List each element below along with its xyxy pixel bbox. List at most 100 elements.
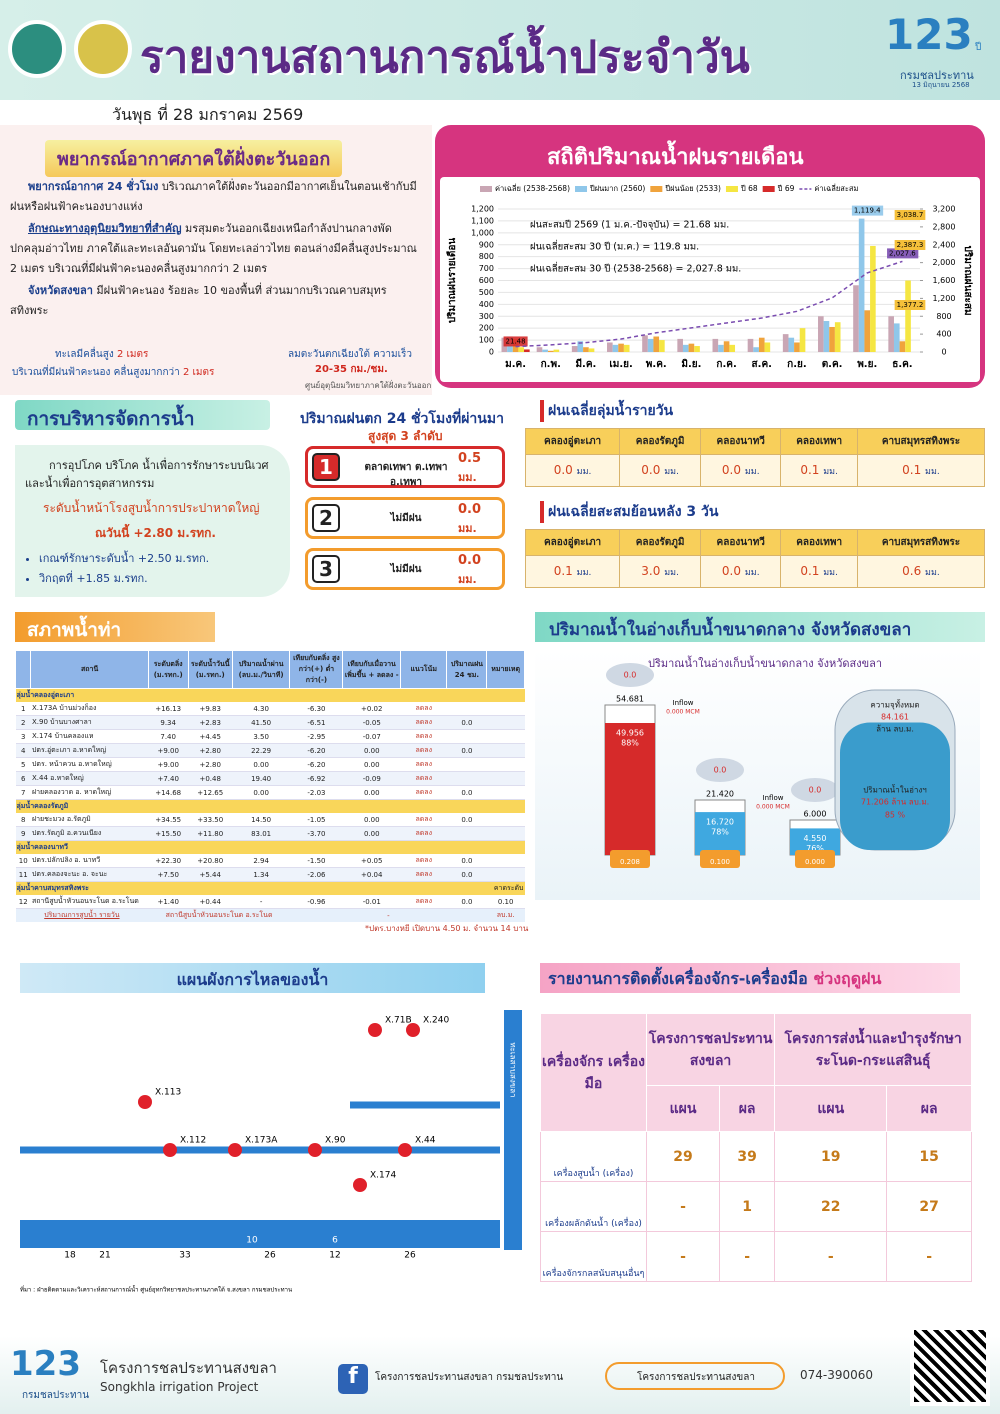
forecast-text: พยากรณ์อากาศ 24 ชั่วโมง บริเวณภาคใต้ฝั่ง…: [10, 177, 420, 323]
website[interactable]: โครงการชลประทานสงขลา: [605, 1362, 785, 1390]
y-tick-label: 100: [479, 336, 494, 345]
value-cell: 0.1 มม.: [856, 454, 986, 487]
section-row: ลุ่มน้ำคลองอู่ตะเภา: [15, 688, 525, 702]
bar: [677, 338, 683, 352]
value-label-bg: [887, 248, 919, 259]
unit: มม.: [744, 467, 760, 477]
bar: [583, 347, 589, 352]
value-cell: 0.1 มม.: [780, 555, 858, 588]
basin-table: คลองอู่ตะเภา คลองรัตภูมิ คลองนาทวี คลองเทพา…: [524, 428, 986, 487]
footer: 123 กรมชลประทาน โครงการชลประทานสงขลา Son…: [0, 1326, 1000, 1414]
distance: 26: [404, 1251, 416, 1261]
paragraph: พยากรณ์อากาศ 24 ชั่วโมง บริเวณภาคใต้ฝั่ง…: [10, 177, 420, 217]
value-cell: 3.0 มม.: [619, 555, 702, 588]
management-intro: การอุปโภค บริโภค น้ำเพื่อการรักษาระบบนิเ…: [25, 459, 269, 490]
legend-label: ปีฝนมาก (2560): [589, 184, 645, 193]
data-row: เครื่องผลักดันน้ำ (เครื่อง) -1 22 27: [540, 1181, 972, 1232]
y2-tick-label: 400: [936, 330, 951, 339]
facebook[interactable]: โครงการชลประทานสงขลา กรมชลประทาน: [375, 1372, 564, 1383]
y2-tick-label: 1,200: [933, 294, 956, 303]
rank-item: 2 ไม่มีฝน 0.0 มม.: [305, 497, 505, 539]
cell: 4.30: [232, 702, 290, 716]
rain-cloud: [696, 758, 744, 782]
paragraph-text: บริเวณภาคใต้ฝั่งตะวันออกมีอากาศเย็นในตอน…: [10, 180, 417, 213]
y-tick-label: 0: [489, 348, 494, 357]
cell: 6: [15, 771, 31, 786]
value-label-bg: [851, 205, 884, 216]
y-tick-label: 900: [479, 240, 494, 249]
y-tick-label: 200: [479, 324, 494, 333]
cell: X.90 บ้านบางศาลา: [30, 715, 149, 730]
water-heading: สภาพน้ำท่า: [15, 612, 215, 642]
current-percent: 85 %: [885, 811, 906, 820]
capacity-unit: ล้าน ลบ.ม.: [876, 725, 914, 734]
data-row: 11 ปตร.คลองจะนะ อ. จะนะ +7.50 +5.44 1.34 -2.0…: [15, 867, 525, 882]
y2-tick-label: 3,200: [933, 205, 956, 214]
header-cell: คลองอู่ตะเภา: [524, 428, 621, 455]
cell: 3.50: [232, 729, 290, 744]
row-name: เครื่องผลักดันน้ำ (เครื่อง): [540, 1181, 647, 1232]
item: เกณฑ์รักษาระดับน้ำ +2.50 ม.รทก.: [39, 549, 280, 569]
cell: +7.50: [148, 867, 189, 882]
x-tick-label: ส.ค.: [752, 359, 772, 370]
header-cell: เทียบกับตลิ่ง สูงกว่า(+) ต่ำกว่า(-): [289, 650, 344, 689]
station-label: X.112: [180, 1136, 206, 1146]
y2-tick-label: 2,400: [933, 240, 956, 249]
phone[interactable]: 074-390060: [800, 1368, 874, 1382]
bar: [858, 218, 865, 352]
percent: 78%: [711, 828, 729, 837]
inflow-label: Inflow: [763, 794, 784, 802]
bar: [682, 344, 689, 352]
rain-cloud: [606, 663, 654, 687]
release: 0.100: [710, 858, 730, 866]
cell: +0.02: [342, 702, 401, 716]
inflow: 0.000 MCM: [666, 709, 700, 716]
text: บริเวณที่มีฝนฟ้าคะนอง คลื่นสูงมากกว่า: [12, 367, 180, 378]
unit: มม.: [925, 568, 940, 578]
time: 10: [246, 1236, 258, 1246]
wind-text: ลมตะวันตกเฉียงใต้ ความเร็ว: [288, 349, 413, 360]
x-tick-label: มี.ค.: [575, 358, 596, 370]
header-cell: คลองรัตภูมิ: [619, 529, 702, 556]
header-cell: ปริมาณฝน 24 ชม.: [446, 650, 488, 689]
cell: +2.83: [188, 715, 233, 730]
wave-text: ทะเลมีคลื่นสูง 2 เมตร: [55, 347, 148, 362]
x-tick-label: ธ.ค.: [892, 359, 912, 370]
section-note: คาดระดับ: [493, 884, 524, 892]
chart-title: ปริมาณน้ำในอ่างเก็บน้ำขนาดกลาง จังหวัดสง…: [648, 655, 882, 670]
legend-swatch: [725, 186, 738, 192]
cell: -6.30: [289, 702, 343, 716]
distance: 26: [264, 1251, 276, 1261]
scale-bar: [20, 1220, 500, 1248]
value: 0.0: [721, 564, 741, 578]
header-cell: ระดับน้ำวันนี้ (ม.รทก.): [187, 650, 233, 689]
cell: +9.00: [148, 757, 189, 772]
x-tick-label: ก.ย.: [787, 359, 807, 370]
cell: [446, 771, 487, 786]
management-panel: การอุปโภค บริโภค น้ำเพื่อการรักษาระบบนิเ…: [15, 445, 290, 597]
data-row: เครื่องสูบน้ำ (เครื่อง) 29 39 19 15: [540, 1131, 972, 1182]
percent: 76%: [806, 844, 824, 853]
bar: [905, 280, 911, 352]
bar: [712, 338, 719, 352]
data-row: 10 ปตร.ปลักปลิง อ. นาทวี +22.30 +20.80 2.94-…: [15, 854, 525, 868]
cell: 7.40: [148, 729, 189, 744]
cell: สถานีสูบน้ำหัวนอนระโนด อ.ระโนด: [30, 895, 149, 909]
cell: +2.80: [188, 757, 233, 772]
data-row: 7 ฝายคลองวาด อ. หาดใหญ่ +14.68 +12.65 0.00 -2…: [15, 785, 525, 800]
value: 0.1: [553, 564, 573, 578]
time: 6: [332, 1236, 338, 1246]
annotation-bg: [894, 300, 926, 310]
bar: [653, 336, 660, 352]
legend-label: ค่าเฉลี่ยสะสม: [814, 183, 858, 193]
value: 0.5: [458, 451, 482, 466]
cell: -2.03: [289, 785, 343, 800]
paragraph-text: มรสุมตะวันออกเฉียงเหนือกำลังปานกลางพัดปก…: [10, 222, 417, 275]
big-tank-water: [840, 722, 950, 850]
item: วิกฤตที่ +1.85 ม.รทก.: [39, 569, 280, 589]
cell: -0.09: [342, 771, 401, 786]
source: ศูนย์อุตุนิยมวิทยาภาคใต้ฝั่งตะวันออก: [305, 381, 432, 390]
basin-title: ฝนเฉลี่ยลุ่มน้ำรายวัน: [540, 400, 985, 422]
bar: [888, 316, 894, 352]
